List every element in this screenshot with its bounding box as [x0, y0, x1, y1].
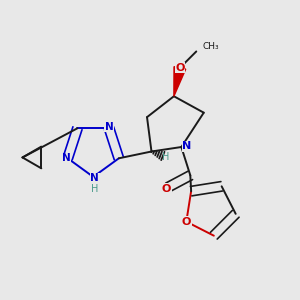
Text: N: N	[105, 122, 113, 132]
Text: N: N	[62, 153, 70, 163]
Text: N: N	[182, 141, 191, 152]
Polygon shape	[174, 67, 186, 96]
Text: O: O	[175, 63, 184, 73]
Text: O: O	[182, 217, 191, 227]
Text: H: H	[91, 184, 98, 194]
Text: H: H	[162, 152, 169, 162]
Text: CH₃: CH₃	[202, 43, 219, 52]
Text: O: O	[162, 184, 171, 194]
Text: N: N	[90, 173, 99, 183]
